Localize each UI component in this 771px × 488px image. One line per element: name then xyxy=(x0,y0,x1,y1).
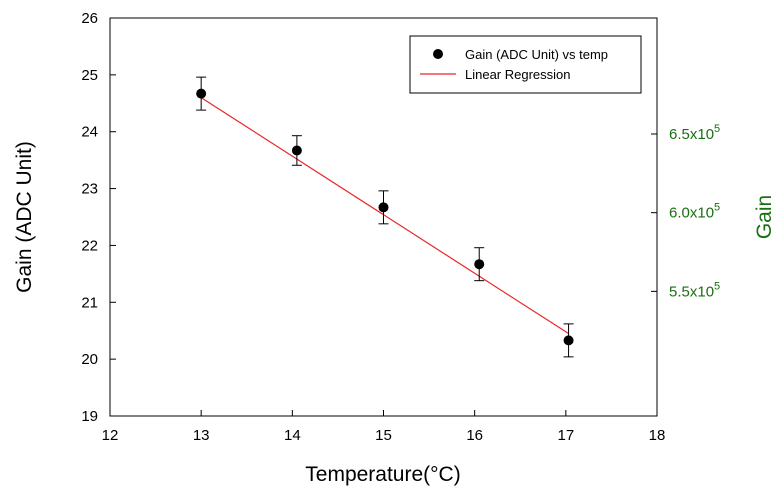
x-tick-label: 18 xyxy=(649,427,666,444)
right-y-axis-ticks: 5.5x105 6.0x105 6.5x105 xyxy=(651,123,720,300)
y-tick-label: 19 xyxy=(81,408,98,425)
x-tick-label: 12 xyxy=(102,427,119,444)
y-axis-ticks: 19 20 21 22 23 24 25 26 xyxy=(81,10,116,425)
data-point xyxy=(196,88,207,99)
x-tick-label: 13 xyxy=(193,427,210,444)
legend-label-regression: Linear Regression xyxy=(465,67,571,82)
legend-label-scatter: Gain (ADC Unit) vs temp xyxy=(465,47,608,62)
right-y-tick-label: 5.5x105 xyxy=(669,280,720,300)
x-tick-label: 17 xyxy=(557,427,574,444)
right-y-tick-label: 6.5x105 xyxy=(669,123,720,143)
right-y-axis-title: Gain xyxy=(753,195,771,239)
data-series xyxy=(196,76,574,358)
data-point xyxy=(474,259,485,270)
right-y-tick-label: 6.0x105 xyxy=(669,202,720,222)
y-tick-label: 20 xyxy=(81,351,98,368)
legend-box xyxy=(409,35,642,94)
legend-scatter-marker xyxy=(433,49,443,59)
data-point xyxy=(563,335,574,346)
x-tick-label: 14 xyxy=(284,427,301,444)
y-tick-label: 23 xyxy=(81,181,98,198)
x-tick-label: 15 xyxy=(375,427,392,444)
x-axis-title: Temperature(°C) xyxy=(305,463,460,486)
y-tick-label: 22 xyxy=(81,237,98,254)
y-tick-label: 26 xyxy=(81,10,98,27)
x-tick-label: 16 xyxy=(466,427,483,444)
regression-line xyxy=(200,97,569,335)
x-axis-ticks: 12 13 14 15 16 17 18 xyxy=(102,410,666,444)
data-point xyxy=(291,145,302,156)
y-tick-label: 25 xyxy=(81,67,98,84)
y-tick-label: 21 xyxy=(81,294,98,311)
y-axis-title: Gain (ADC Unit) xyxy=(13,141,36,293)
y-tick-label: 24 xyxy=(81,124,98,141)
legend: Gain (ADC Unit) vs temp Linear Regressio… xyxy=(409,35,642,94)
data-point xyxy=(378,202,389,213)
